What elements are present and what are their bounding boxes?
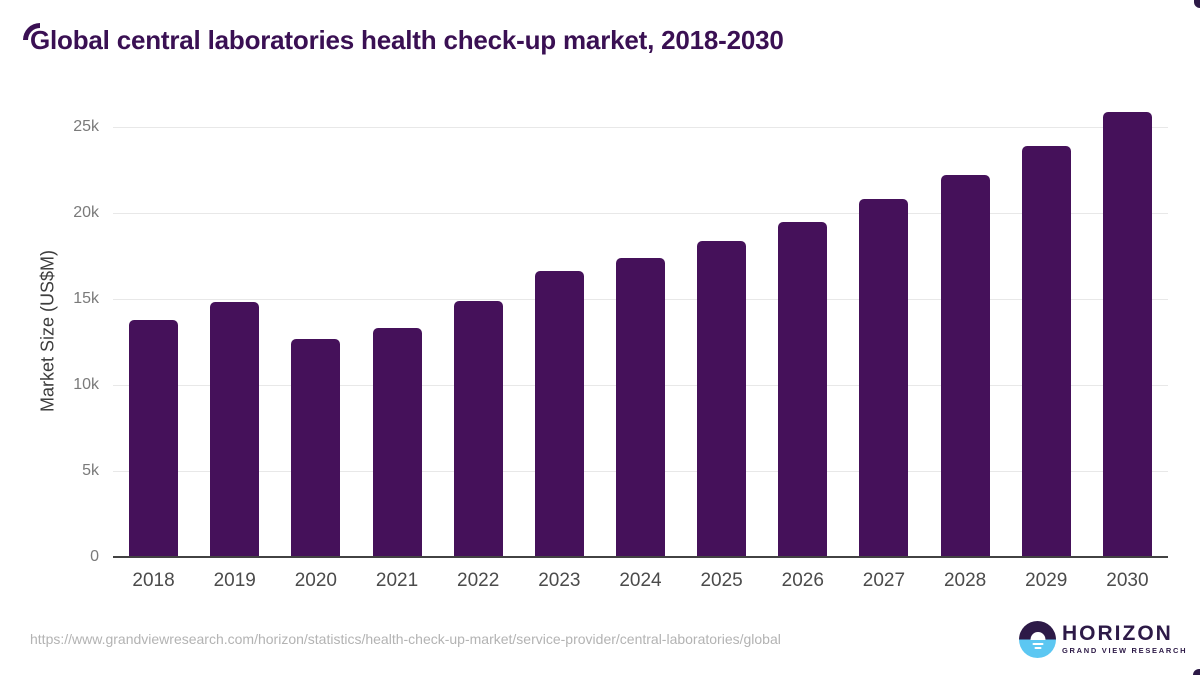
x-tick-label: 2030	[1106, 570, 1149, 591]
x-tick-label: 2025	[700, 570, 743, 591]
bar-2019	[210, 302, 260, 557]
bar-2020	[291, 338, 341, 557]
bar-2028	[940, 175, 990, 557]
bar-2023	[534, 271, 584, 557]
chart-title: Global central laboratories health check…	[30, 25, 784, 55]
cropped-frame-corner-top-left	[23, 23, 40, 40]
x-tick-label: 2018	[132, 570, 175, 591]
horizon-logo: HORIZON GRAND VIEW RESEARCH	[1019, 620, 1186, 660]
x-tick-label: 2028	[943, 570, 987, 591]
bar-2024	[616, 257, 665, 557]
x-tick-label: 2020	[294, 570, 337, 591]
x-tick-label: 2021	[375, 570, 419, 591]
y-tick-label: 10k	[73, 376, 99, 393]
bar-2021	[372, 328, 422, 557]
bar-2030	[1102, 111, 1152, 557]
bar-2022	[453, 300, 503, 557]
logo-name: HORIZON	[1062, 622, 1173, 645]
x-tick-label: 2027	[862, 570, 906, 591]
y-tick-label: 25k	[73, 118, 99, 135]
bar-2026	[778, 221, 828, 557]
bar-2029	[1021, 145, 1071, 557]
x-tick-label: 2026	[781, 570, 824, 591]
bar-2018	[129, 319, 179, 557]
y-tick-label: 15k	[73, 290, 99, 307]
bar-2027	[859, 199, 909, 557]
x-tick-label: 2024	[619, 570, 662, 591]
sunrise-horizon-icon	[1019, 621, 1056, 658]
logo-subtitle: GRAND VIEW RESEARCH	[1062, 646, 1188, 655]
x-tick-label: 2023	[538, 570, 581, 591]
source-url-text: https://www.grandviewresearch.com/horizo…	[30, 631, 781, 647]
bar-2025	[697, 240, 747, 557]
x-tick-label: 2019	[213, 570, 256, 591]
x-tick-label: 2029	[1025, 570, 1068, 591]
gridline-25k	[113, 127, 1168, 128]
y-tick-label: 20k	[73, 204, 99, 221]
x-axis-line	[113, 556, 1168, 558]
gridline-20k	[113, 213, 1168, 214]
y-tick-label: 5k	[82, 462, 99, 479]
y-tick-label: 0	[90, 548, 99, 565]
cropped-frame-corner-top-right	[1194, 0, 1200, 8]
cropped-frame-corner-bottom-right	[1193, 669, 1200, 675]
x-tick-label: 2022	[457, 570, 500, 591]
